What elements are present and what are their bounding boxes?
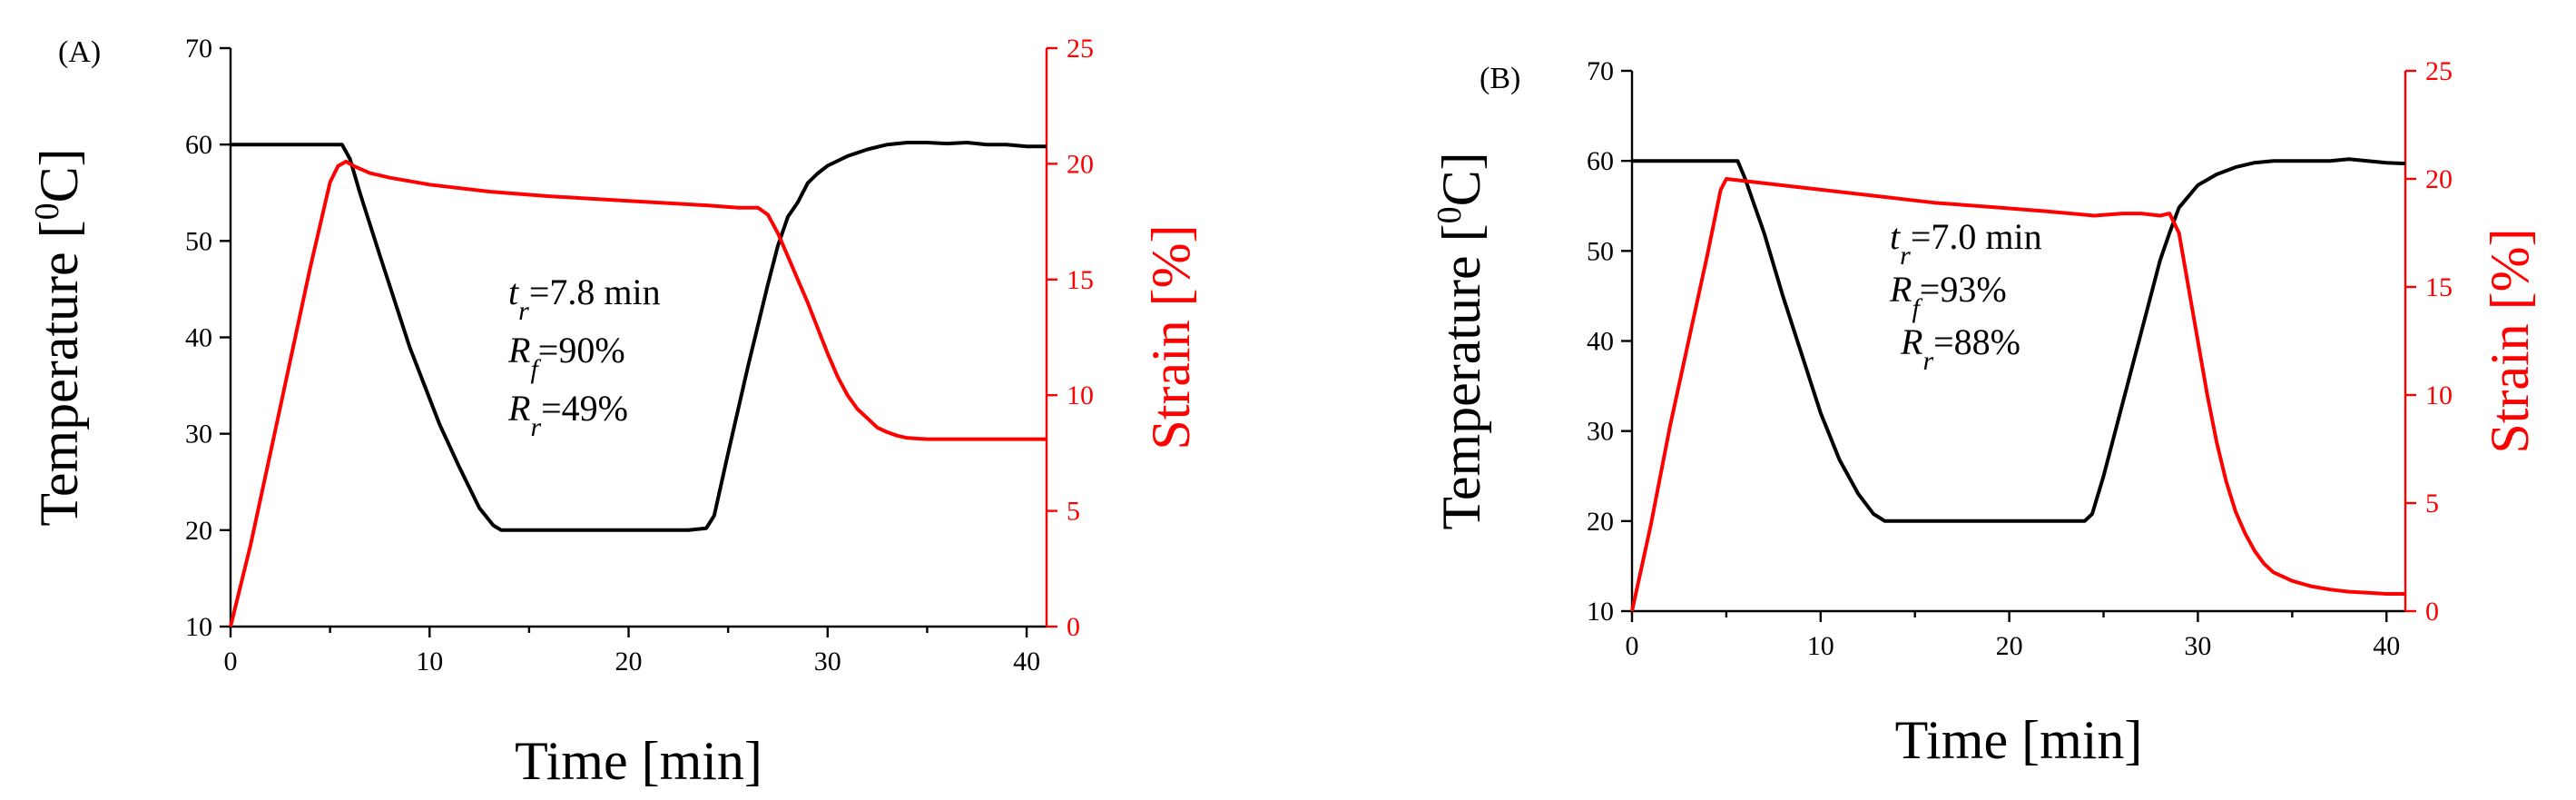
annotation-symbol: R	[1900, 321, 1922, 362]
left-axis-title: Temperature [0C]	[1431, 152, 1491, 529]
annotation-value: =90%	[538, 330, 625, 370]
left-tick-label: 40	[185, 323, 212, 353]
left-axis-title-sup: 0	[1431, 206, 1469, 223]
panel-label: (A)	[58, 35, 101, 69]
right-tick-label: 5	[2425, 489, 2439, 519]
left-tick-label: 60	[1587, 146, 1614, 176]
left-axis-title-sup: 0	[28, 202, 66, 220]
annotation-value: =93%	[1920, 269, 2007, 310]
left-tick-label: 20	[185, 516, 212, 546]
left-axis-title-suffix: C]	[29, 148, 89, 202]
panel-a: 0 10 20 30 40 10 20 30 40 50 60 70 0 5 10 15 20 25 Time [m…	[28, 34, 1201, 791]
right-axis-title: Strain [%]	[2480, 228, 2540, 453]
right-tick-label: 15	[2425, 272, 2453, 302]
left-tick-label: 60	[185, 130, 212, 160]
x-tick-label: 40	[2373, 631, 2400, 661]
right-tick-label: 0	[2425, 597, 2439, 627]
right-tick-label: 0	[1067, 612, 1080, 642]
x-tick-label: 20	[615, 647, 643, 677]
right-tick-label: 20	[1067, 149, 1094, 179]
left-tick-label: 70	[1587, 56, 1614, 86]
right-tick-label: 10	[2425, 380, 2453, 410]
panel-label: (B)	[1480, 62, 1520, 95]
left-axis-title-prefix: Temperature [	[1431, 223, 1491, 529]
annotation-text: Rf=93%	[1889, 269, 2007, 323]
right-tick-label: 15	[1067, 265, 1094, 295]
x-tick-label: 30	[2184, 631, 2211, 661]
annotation-subscript: r	[530, 412, 541, 442]
left-tick-label: 30	[185, 420, 212, 449]
right-tick-label: 20	[2425, 164, 2453, 194]
annotation-text: Rr=88%	[1900, 321, 2020, 376]
annotation-symbol: R	[507, 330, 530, 370]
annotation-text: tr=7.8 min	[508, 272, 661, 326]
annotation-subscript: r	[518, 296, 529, 326]
annotation-text: Rf=90%	[507, 330, 625, 384]
left-tick-label: 50	[185, 226, 212, 256]
panel-b: 0 10 20 30 40 10 20 30 40 50 60 70 0 5 10 15 20 25 Time [m…	[1431, 56, 2540, 770]
annotation-subscript: r	[1900, 241, 1911, 271]
x-tick-label: 10	[1807, 631, 1834, 661]
x-tick-label: 0	[224, 647, 238, 677]
annotation-subscript: r	[1922, 346, 1933, 376]
right-tick-label: 25	[1067, 34, 1094, 64]
right-axis-title: Strain [%]	[1141, 224, 1201, 449]
x-tick-label: 10	[416, 647, 443, 677]
annotation-text: Rr=49%	[507, 388, 628, 442]
strain-series-line	[229, 159, 1047, 627]
left-tick-label: 20	[1587, 507, 1614, 537]
temperature-series-line	[231, 141, 1047, 532]
x-axis-title: Time [min]	[1895, 710, 2143, 770]
left-tick-label: 10	[185, 612, 212, 642]
x-tick-label: 30	[814, 647, 841, 677]
left-axis-title-suffix: C]	[1431, 152, 1491, 206]
annotation-value: =88%	[1933, 321, 2020, 362]
left-tick-label: 30	[1587, 417, 1614, 447]
annotation-value: =49%	[541, 388, 628, 429]
annotation-value: =7.8 min	[529, 272, 661, 312]
x-tick-label: 40	[1013, 647, 1040, 677]
annotation-text: tr=7.0 min	[1890, 216, 2042, 271]
right-tick-label: 10	[1067, 380, 1094, 410]
left-tick-label: 40	[1587, 327, 1614, 357]
left-tick-label: 70	[185, 34, 212, 64]
right-tick-label: 25	[2425, 56, 2453, 86]
annotation-symbol: R	[1889, 269, 1912, 310]
x-tick-label: 0	[1626, 631, 1639, 661]
left-axis-title-prefix: Temperature [	[29, 220, 89, 526]
right-tick-label: 5	[1067, 497, 1080, 527]
annotation-symbol: t	[508, 272, 519, 312]
left-tick-label: 50	[1587, 236, 1614, 266]
strain-series-line	[1630, 177, 2405, 612]
left-tick-label: 10	[1587, 597, 1614, 627]
x-axis-title: Time [min]	[515, 731, 762, 791]
annotation-symbol: t	[1890, 216, 1901, 257]
x-tick-label: 20	[1996, 631, 2023, 661]
annotation-symbol: R	[507, 388, 530, 429]
annotation-value: =7.0 min	[1911, 216, 2042, 257]
temperature-series-line	[1632, 157, 2406, 523]
left-axis-title: Temperature [0C]	[28, 148, 89, 526]
